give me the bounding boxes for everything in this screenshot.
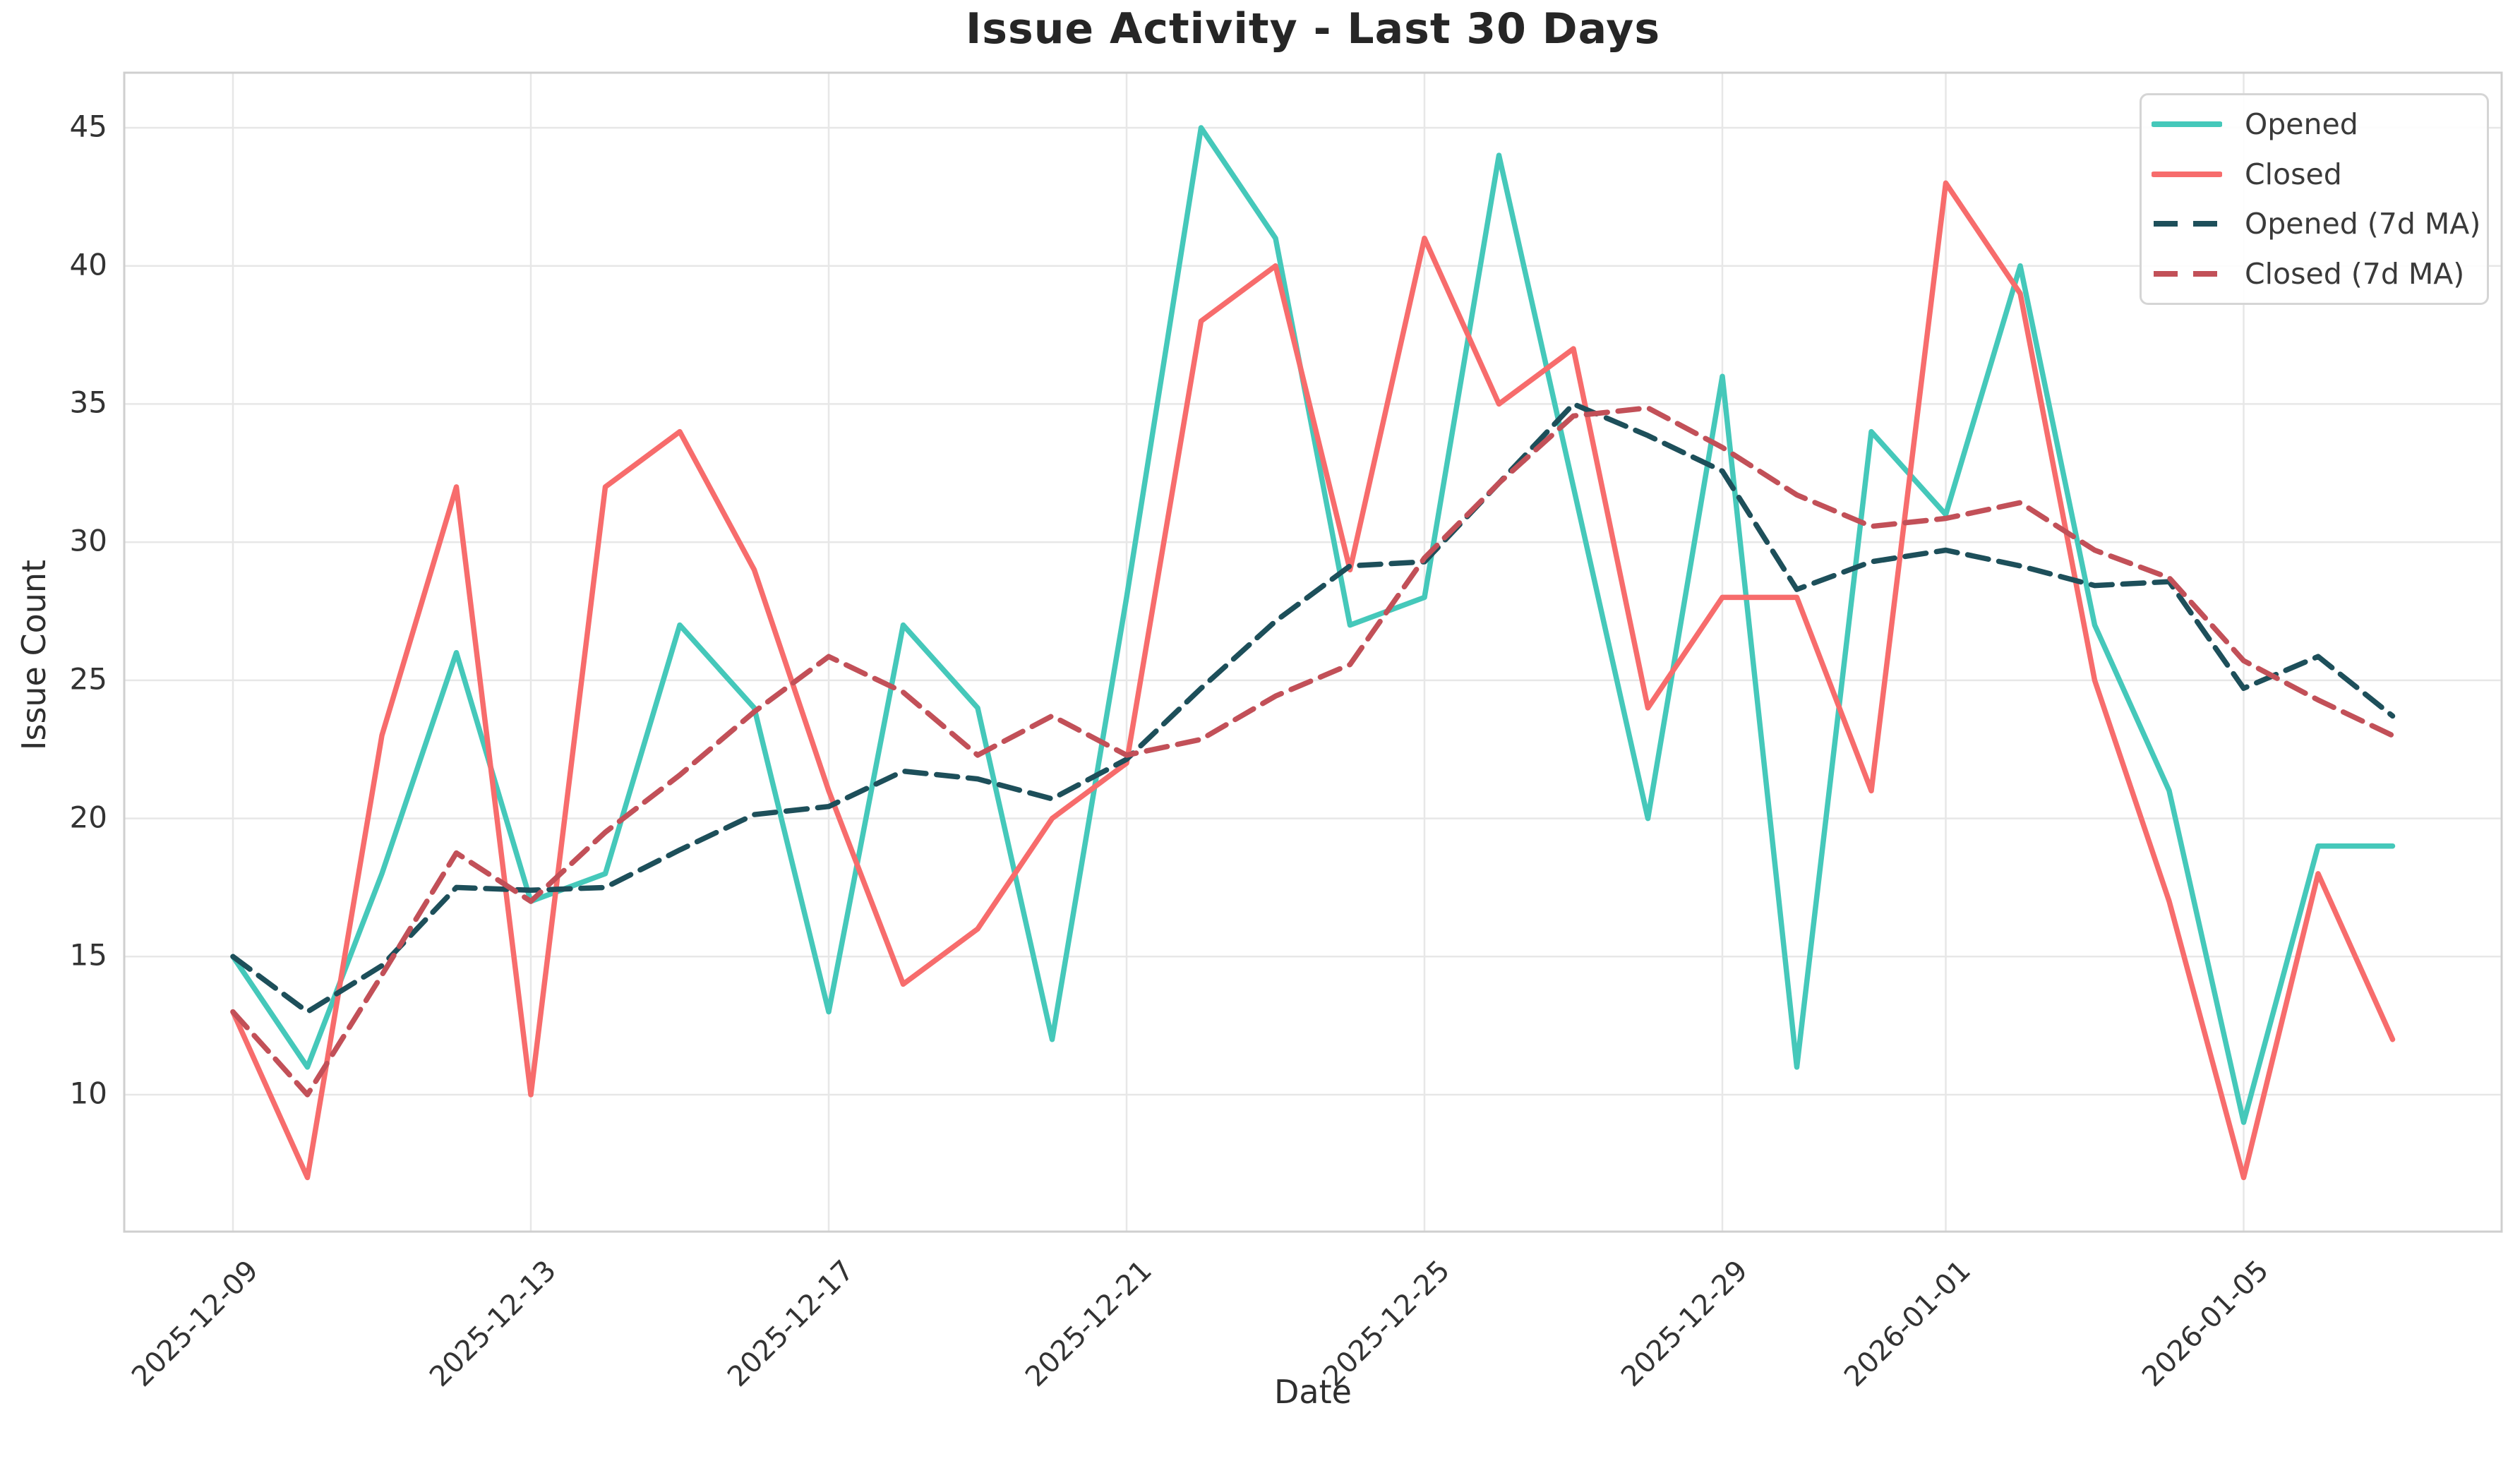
legend: Opened Closed Opened (7d MA) Closed (7d …: [2140, 93, 2489, 305]
y-tick-label: 15: [69, 937, 107, 973]
chart-title: Issue Activity - Last 30 Days: [965, 4, 1661, 54]
legend-label: Opened: [2245, 107, 2358, 142]
legend-entry-opened: Opened: [2152, 100, 2487, 149]
y-tick-label: 40: [69, 247, 107, 282]
y-tick-label: 20: [69, 800, 107, 835]
y-axis-title: Issue Count: [15, 559, 53, 751]
legend-entry-closed-7d-ma: Closed (7d MA): [2152, 249, 2487, 299]
legend-entry-closed: Closed: [2152, 150, 2487, 199]
y-tick-label: 35: [69, 385, 107, 420]
closed-line: [230, 180, 2396, 1181]
y-tick-label: 45: [69, 109, 107, 144]
legend-label: Closed (7d MA): [2245, 256, 2465, 291]
legend-line-swatch-solid-teal-icon: [2152, 121, 2222, 128]
legend-line-swatch-dashed-darkteal-icon: [2154, 221, 2220, 227]
opened-7d-ma-line: [230, 401, 2396, 1015]
y-tick-label: 10: [69, 1076, 107, 1111]
x-axis-title: Date: [1274, 1373, 1352, 1411]
y-tick-label: 30: [69, 523, 107, 558]
legend-entry-opened-7d-ma: Opened (7d MA): [2152, 199, 2487, 248]
legend-line-swatch-solid-salmon-icon: [2152, 171, 2222, 177]
opened-line: [230, 125, 2396, 1125]
legend-label: Opened (7d MA): [2245, 207, 2481, 241]
closed-7d-ma-line: [230, 405, 2396, 1098]
legend-label: Closed: [2245, 157, 2342, 191]
y-tick-label: 25: [69, 661, 107, 697]
legend-line-swatch-dashed-darkred-icon: [2154, 270, 2220, 277]
